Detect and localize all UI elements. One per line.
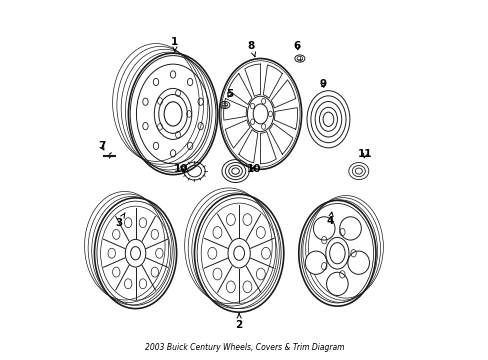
Text: 2: 2 <box>235 314 242 330</box>
Text: 9: 9 <box>319 79 326 89</box>
Text: 10: 10 <box>247 163 261 174</box>
Ellipse shape <box>305 251 326 274</box>
Ellipse shape <box>130 247 140 260</box>
Text: 1: 1 <box>171 37 178 51</box>
Ellipse shape <box>326 272 347 296</box>
Text: 4: 4 <box>326 212 333 226</box>
Text: 2003 Buick Century Wheels, Covers & Trim Diagram: 2003 Buick Century Wheels, Covers & Trim… <box>144 343 344 352</box>
Ellipse shape <box>339 217 361 240</box>
Text: 6: 6 <box>293 41 301 51</box>
Ellipse shape <box>233 246 244 260</box>
Text: 5: 5 <box>225 89 233 99</box>
Text: 3: 3 <box>115 213 125 228</box>
Ellipse shape <box>164 102 182 126</box>
Ellipse shape <box>347 251 369 274</box>
Text: 11: 11 <box>357 149 372 159</box>
Ellipse shape <box>253 104 267 124</box>
Text: 8: 8 <box>247 41 255 57</box>
Text: 10: 10 <box>173 163 188 174</box>
Text: 7: 7 <box>98 141 105 151</box>
Ellipse shape <box>313 217 334 240</box>
Ellipse shape <box>329 243 345 264</box>
